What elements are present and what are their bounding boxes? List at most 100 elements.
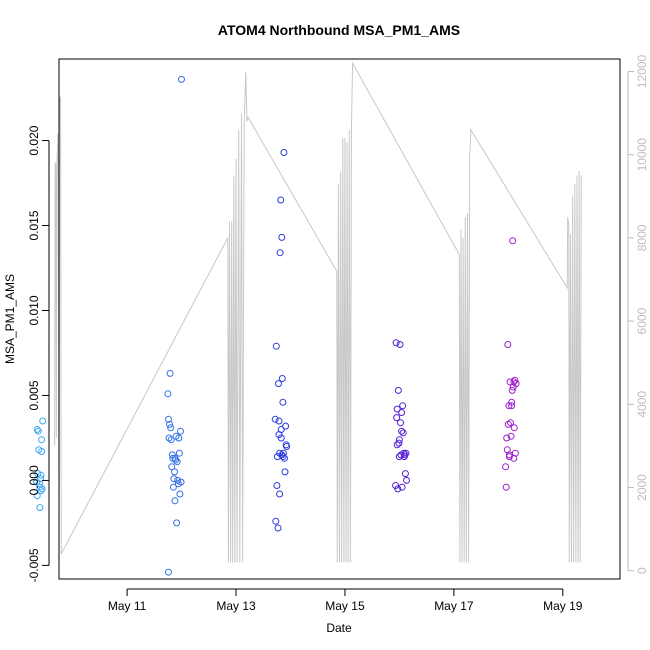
data-point [397, 419, 404, 427]
data-point [272, 517, 280, 525]
data-point [174, 476, 182, 484]
data-point [279, 453, 287, 461]
data-point [173, 519, 181, 527]
x-tick-label: May 19 [543, 599, 583, 613]
data-point [277, 196, 285, 204]
right-tick-label: 2000 [635, 474, 649, 501]
data-point [282, 422, 290, 430]
y-tick-label: 0.000 [27, 465, 41, 495]
data-point [175, 434, 183, 442]
data-point [503, 434, 511, 442]
y-axis-label: MSA_PM1_AMS [3, 274, 17, 364]
data-point [167, 424, 175, 432]
data-point [166, 420, 174, 428]
data-point [399, 429, 407, 437]
data-point [402, 449, 410, 457]
data-point [39, 417, 47, 425]
data-point [280, 149, 288, 156]
data-point [398, 409, 406, 416]
data-point [38, 448, 46, 455]
data-point [401, 451, 409, 459]
data-point [507, 419, 514, 427]
data-point [508, 386, 516, 394]
y-tick-label: 0.015 [27, 210, 41, 240]
y-tick-label: 0.005 [27, 380, 41, 410]
data-point [510, 424, 518, 432]
data-point [398, 483, 406, 491]
data-point [166, 369, 174, 377]
data-point [275, 417, 283, 425]
data-point [278, 451, 286, 459]
data-point [505, 453, 513, 461]
altitude-line [54, 61, 582, 563]
x-tick-label: May 17 [434, 599, 474, 613]
data-point [33, 478, 41, 486]
chart-title: ATOM4 Northbound MSA_PM1_AMS [218, 22, 460, 38]
data-point [283, 443, 291, 450]
data-point [396, 341, 404, 348]
y-axis: -0.005 0.000 0.005 0.010 0.015 0.020 [27, 125, 50, 582]
data-point [168, 463, 176, 471]
right-y-axis: 0 2000 4000 6000 8000 10000 12000 [627, 54, 649, 574]
data-point [175, 449, 183, 457]
y-tick-label: 0.010 [27, 295, 41, 325]
data-point [510, 378, 518, 386]
data-point [279, 449, 287, 457]
data-point [171, 497, 179, 505]
data-point [276, 490, 284, 498]
data-point [165, 434, 173, 442]
data-point [512, 380, 520, 388]
data-point [171, 454, 179, 462]
data-point [398, 427, 406, 435]
data-point [509, 237, 517, 245]
data-point [508, 402, 516, 410]
data-point [511, 376, 519, 384]
data-point [502, 463, 510, 471]
data-point [394, 386, 402, 394]
data-point [38, 436, 46, 444]
data-point [165, 415, 172, 423]
data-point [37, 471, 45, 479]
data-point [399, 402, 407, 410]
data-point [169, 483, 177, 491]
data-point [400, 449, 408, 457]
data-point [272, 342, 280, 350]
data-point [167, 436, 175, 444]
data-point [36, 483, 44, 491]
secondary-line-layer [54, 61, 582, 563]
x-tick-label: May 13 [216, 599, 256, 613]
x-axis: May 11 May 13 May 15 May 17 May 19 [108, 588, 583, 613]
right-tick-label: 0 [635, 567, 649, 574]
data-point [281, 468, 289, 476]
data-point [170, 475, 178, 483]
plot-area-frame [58, 58, 621, 580]
data-point [33, 492, 41, 500]
data-point [273, 482, 281, 489]
data-point [504, 341, 512, 348]
data-point [392, 339, 400, 347]
data-point [33, 426, 41, 433]
data-point [394, 485, 402, 493]
right-tick-label: 8000 [635, 224, 649, 251]
data-point [37, 487, 45, 495]
data-point [34, 427, 42, 435]
data-point [164, 390, 172, 398]
x-tick-label: May 15 [325, 599, 365, 613]
data-point [277, 426, 285, 433]
data-point [38, 485, 46, 493]
y-tick-label: 0.020 [27, 125, 41, 155]
right-tick-label: 12000 [635, 54, 649, 88]
data-point [176, 490, 184, 498]
data-point [393, 414, 401, 422]
right-tick-label: 10000 [635, 138, 649, 172]
data-point [502, 483, 510, 491]
data-point [278, 233, 286, 241]
data-point [279, 398, 287, 406]
y-tick-label: -0.005 [27, 548, 41, 582]
data-point [271, 415, 279, 423]
data-point [401, 470, 409, 478]
x-tick-label: May 11 [108, 599, 147, 613]
right-tick-label: 6000 [635, 307, 649, 334]
data-point [171, 468, 178, 476]
